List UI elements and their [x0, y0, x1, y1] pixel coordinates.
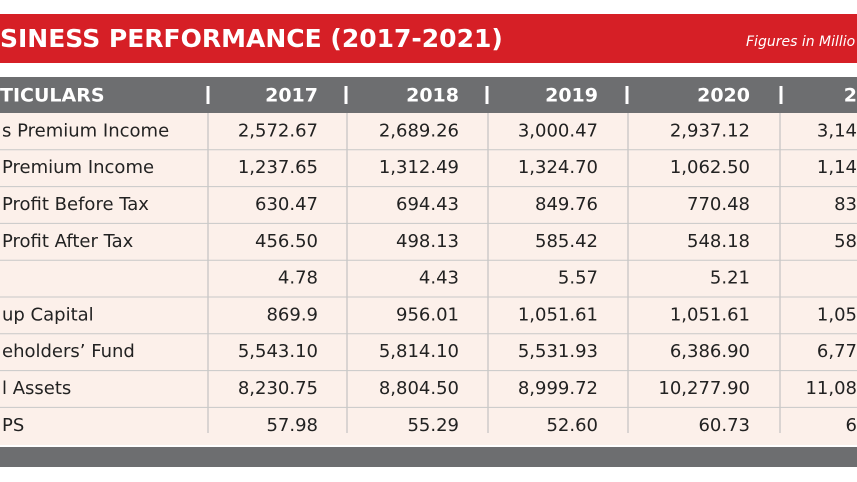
- column-header: 2020: [697, 85, 750, 107]
- title-bar: [0, 14, 857, 63]
- cell-value: 11,08: [805, 378, 857, 399]
- cell-value: 6,77: [817, 341, 857, 362]
- cell-value: 57.98: [266, 415, 318, 436]
- cell-value: 60.73: [698, 415, 750, 436]
- header-bar: [0, 77, 857, 113]
- title: SINESS PERFORMANCE (2017-2021): [0, 24, 503, 53]
- cell-value: 10,277.90: [658, 378, 750, 399]
- cell-value: 83: [834, 194, 857, 215]
- cell-value: 1,312.49: [379, 157, 459, 178]
- cell-value: 8,230.75: [238, 378, 318, 399]
- row-label: l Assets: [2, 378, 71, 399]
- row-label: up Capital: [2, 304, 94, 325]
- cell-value: 2,572.67: [238, 120, 318, 141]
- cell-value: 630.47: [255, 194, 318, 215]
- cell-value: 5.57: [558, 268, 598, 289]
- cell-value: 58: [834, 231, 857, 252]
- cell-value: 1,324.70: [518, 157, 598, 178]
- cell-value: 849.76: [535, 194, 598, 215]
- cell-value: 6,386.90: [670, 341, 750, 362]
- cell-value: 2,937.12: [670, 120, 750, 141]
- cell-value: 1,237.65: [238, 157, 318, 178]
- footer-bar: [0, 447, 857, 467]
- row-label: Profit Before Tax: [2, 194, 149, 215]
- cell-value: 548.18: [687, 231, 750, 252]
- body-background: [0, 113, 857, 445]
- cell-value: 1,14: [817, 157, 857, 178]
- column-header: 2: [844, 85, 857, 107]
- cell-value: 3,000.47: [518, 120, 598, 141]
- cell-value: 3,14: [817, 120, 857, 141]
- row-label: Premium Income: [2, 157, 154, 178]
- cell-value: 694.43: [396, 194, 459, 215]
- cell-value: 2,689.26: [379, 120, 459, 141]
- cell-value: 770.48: [687, 194, 750, 215]
- cell-value: 869.9: [266, 304, 318, 325]
- cell-value: 52.60: [546, 415, 598, 436]
- cell-value: 8,804.50: [379, 378, 459, 399]
- header-separators: [206, 86, 783, 104]
- cell-value: 456.50: [255, 231, 318, 252]
- cell-value: 956.01: [396, 304, 459, 325]
- cell-value: 5.21: [710, 268, 750, 289]
- cell-value: 5,543.10: [238, 341, 318, 362]
- cell-value: 4.78: [278, 268, 318, 289]
- row-label: Profit After Tax: [2, 231, 134, 252]
- row-label: s Premium Income: [2, 120, 169, 141]
- column-header: TICULARS: [0, 85, 105, 107]
- cell-value: 55.29: [407, 415, 459, 436]
- cell-value: 6: [846, 415, 857, 436]
- cell-value: 1,051.61: [670, 304, 750, 325]
- row-label: eholders’ Fund: [2, 341, 135, 362]
- cell-value: 585.42: [535, 231, 598, 252]
- subtitle: Figures in Millio: [746, 34, 855, 50]
- cell-value: 1,05: [817, 304, 857, 325]
- row-label: PS: [2, 415, 24, 436]
- cell-value: 8,999.72: [518, 378, 598, 399]
- cell-value: 4.43: [419, 268, 459, 289]
- cell-value: 1,062.50: [670, 157, 750, 178]
- column-lines: [207, 113, 781, 433]
- column-header: 2018: [406, 85, 459, 107]
- cell-value: 498.13: [396, 231, 459, 252]
- cell-value: 5,531.93: [518, 341, 598, 362]
- column-header: 2017: [265, 85, 318, 107]
- cell-value: 1,051.61: [518, 304, 598, 325]
- cell-value: 5,814.10: [379, 341, 459, 362]
- column-header: 2019: [545, 85, 598, 107]
